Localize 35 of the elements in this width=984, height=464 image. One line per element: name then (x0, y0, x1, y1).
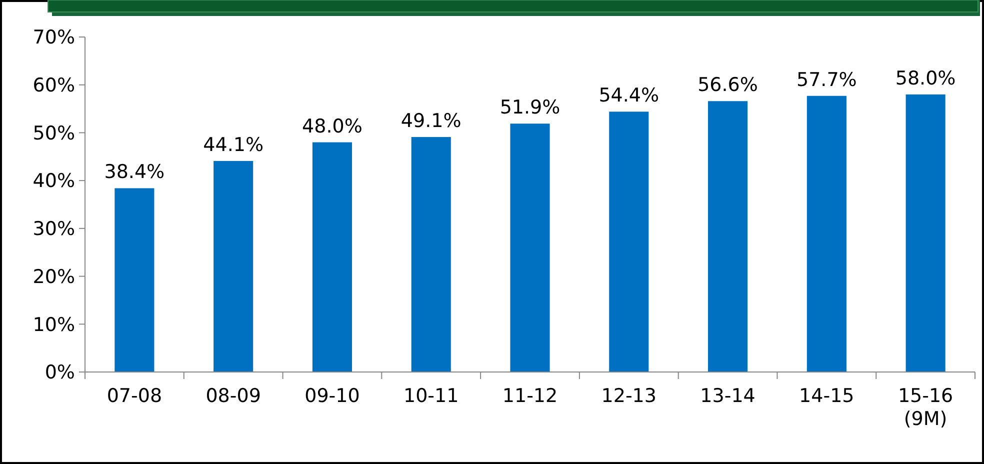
x-tick-label: 10-11 (404, 385, 459, 407)
data-label: 51.9% (500, 96, 560, 119)
data-label: 49.1% (400, 110, 462, 132)
x-tick-label: 12-13 (601, 385, 656, 407)
x-tick-label: 09-10 (304, 385, 360, 407)
bar (906, 94, 946, 372)
y-tick-label: 10% (32, 314, 75, 336)
bar (806, 96, 846, 372)
x-tick-label: 14-15 (799, 385, 854, 407)
data-label: 44.1% (203, 134, 264, 156)
data-label: 48.0% (302, 115, 362, 138)
bar (609, 112, 649, 372)
x-tick-label: 15-16 (9M) (898, 385, 954, 430)
x-tick-label: 11-12 (502, 385, 558, 407)
bar (214, 160, 254, 372)
bar (510, 124, 550, 372)
y-tick-label: 40% (32, 170, 75, 192)
data-label: 56.6% (698, 74, 758, 96)
y-tick-label: 20% (32, 266, 75, 288)
x-tick-label: 13-14 (700, 385, 756, 407)
y-tick-label: 70% (32, 26, 75, 49)
data-label: 38.4% (104, 161, 165, 184)
y-tick-label: 30% (32, 218, 75, 240)
bar (708, 101, 748, 372)
y-tick-label: 60% (32, 74, 75, 97)
y-tick-label: 50% (32, 122, 75, 144)
x-tick-label: 08-09 (206, 385, 261, 407)
bar (114, 188, 154, 372)
y-tick-label: 0% (44, 362, 75, 384)
bar (312, 142, 352, 372)
x-tick-label: 07-08 (106, 385, 162, 407)
data-label: 57.7% (796, 68, 857, 91)
bar (411, 137, 451, 372)
data-label: 54.4% (598, 84, 660, 107)
data-label: 58.0% (895, 67, 956, 90)
